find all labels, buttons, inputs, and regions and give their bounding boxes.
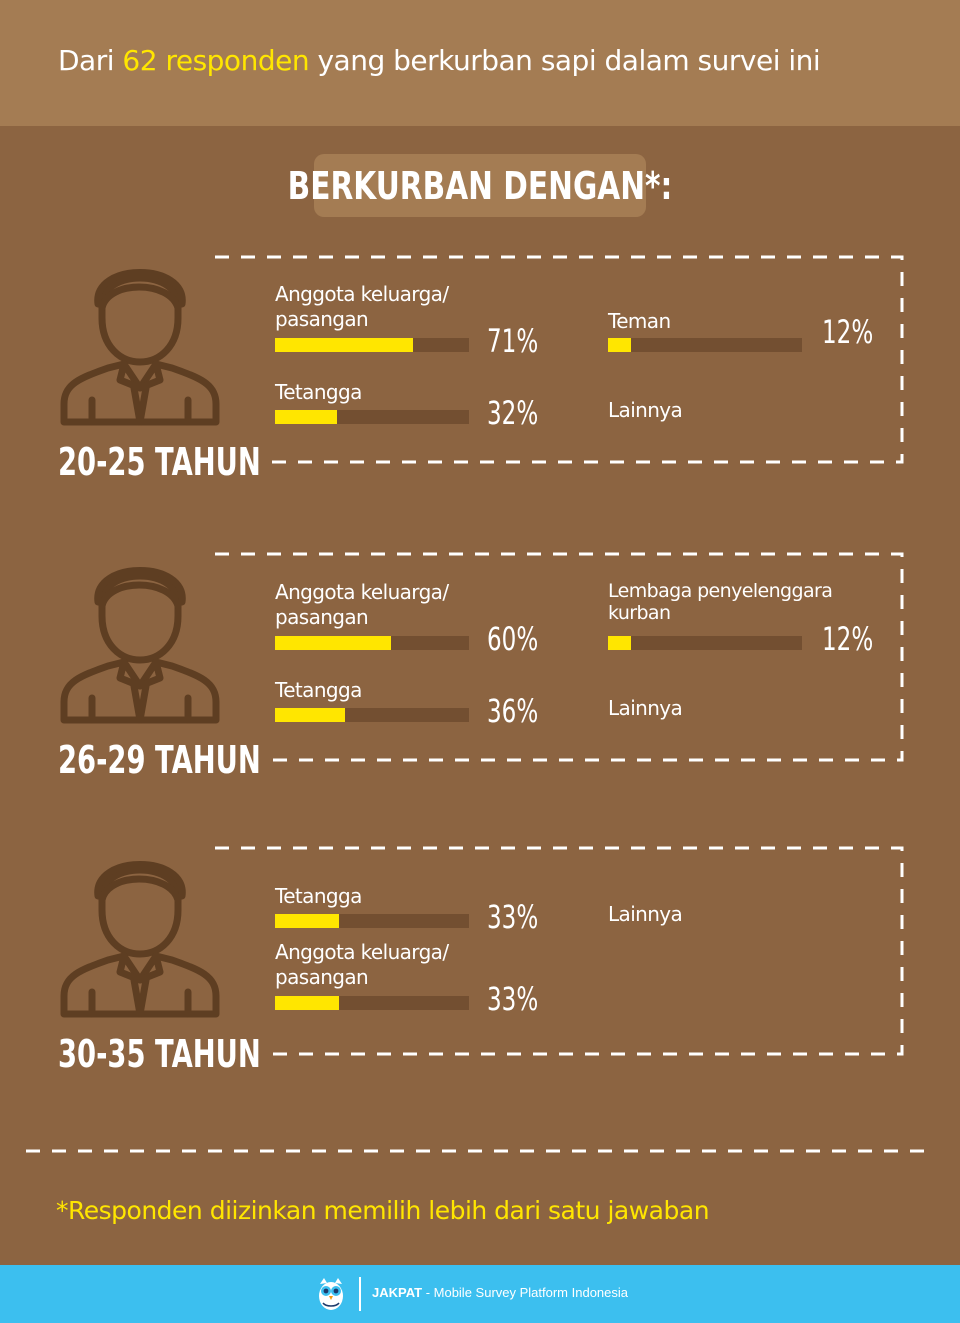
answer-label: Anggota keluarga/ (275, 580, 449, 604)
percent-label: 36% (487, 692, 539, 730)
brand-name: JAKPAT (372, 1285, 423, 1300)
bar-fill (275, 636, 391, 650)
age-label: 20-25 TAHUN (58, 440, 261, 484)
bar-track (275, 996, 469, 1010)
percent-label: 12% (822, 313, 874, 351)
section-badge: BERKURBAN DENGAN*: (287, 154, 673, 217)
bar-fill (275, 996, 339, 1010)
header-prefix: Dari (58, 44, 123, 77)
header-highlight: 62 responden (122, 44, 310, 77)
answer-label-line2: pasangan (275, 307, 369, 331)
answer-label: Lainnya (608, 902, 683, 926)
answer-label: Anggota keluarga/ (275, 940, 449, 964)
bar-fill (275, 410, 337, 424)
age-group-26-29: 26-29 TAHUN Anggota keluarga/ pasangan 6… (0, 552, 960, 792)
bar-track (608, 636, 802, 650)
percent-label: 60% (487, 620, 539, 658)
percent-label: 32% (487, 394, 539, 432)
answer-label-line2: pasangan (275, 965, 369, 989)
percent-label: 71% (487, 322, 539, 360)
owl-logo-icon (319, 1278, 343, 1310)
answer-label: Tetangga (275, 884, 362, 908)
header-band: Dari 62 responden yang berkurban sapi da… (0, 0, 960, 126)
footer-divider (359, 1277, 361, 1311)
footnote: *Responden diizinkan memilih lebih dari … (56, 1196, 710, 1225)
answer-label: Lainnya (608, 696, 683, 720)
percent-label: 33% (487, 980, 539, 1018)
age-group-20-25: 20-25 TAHUN Anggota keluarga/ pasangan 7… (0, 254, 960, 494)
percent-label: 33% (487, 898, 539, 936)
answer-label-line2: kurban (608, 602, 671, 624)
group-border (215, 255, 904, 464)
brand-tagline: - Mobile Survey Platform Indonesia (422, 1285, 629, 1300)
person-avatar-icon (60, 269, 220, 426)
bar-track (275, 914, 469, 928)
bar-fill (608, 636, 631, 650)
age-group-30-35: 30-35 TAHUN Tetangga 33% Anggota keluarg… (0, 846, 960, 1086)
percent-label: 12% (822, 620, 874, 658)
bar-fill (275, 914, 339, 928)
header-text: Dari 62 responden yang berkurban sapi da… (58, 44, 821, 77)
answer-label: Tetangga (275, 380, 362, 404)
bar-track (275, 636, 469, 650)
answer-label: Lainnya (608, 398, 683, 422)
bar-track (608, 338, 802, 352)
person-avatar-icon (60, 567, 220, 724)
bar-track (275, 338, 469, 352)
bar-fill (275, 338, 413, 352)
section-divider (26, 1149, 926, 1153)
footer-brand: JAKPAT - Mobile Survey Platform Indonesi… (372, 1285, 628, 1300)
answer-label: Lembaga penyelenggara (608, 580, 833, 602)
answer-label: Anggota keluarga/ (275, 282, 449, 306)
person-avatar-icon (60, 861, 220, 1018)
answer-label-line2: pasangan (275, 605, 369, 629)
answer-label: Tetangga (275, 678, 362, 702)
group-border (215, 846, 904, 1056)
age-label: 30-35 TAHUN (58, 1032, 261, 1076)
header-suffix: yang berkurban sapi dalam survei ini (309, 44, 821, 77)
group-border (215, 552, 904, 762)
section-badge-label: BERKURBAN DENGAN*: (287, 163, 673, 208)
bar-fill (608, 338, 631, 352)
footer-bar: JAKPAT - Mobile Survey Platform Indonesi… (0, 1265, 960, 1323)
bar-track (275, 410, 469, 424)
answer-label: Teman (608, 309, 671, 333)
bar-fill (275, 708, 345, 722)
age-label: 26-29 TAHUN (58, 738, 261, 782)
bar-track (275, 708, 469, 722)
